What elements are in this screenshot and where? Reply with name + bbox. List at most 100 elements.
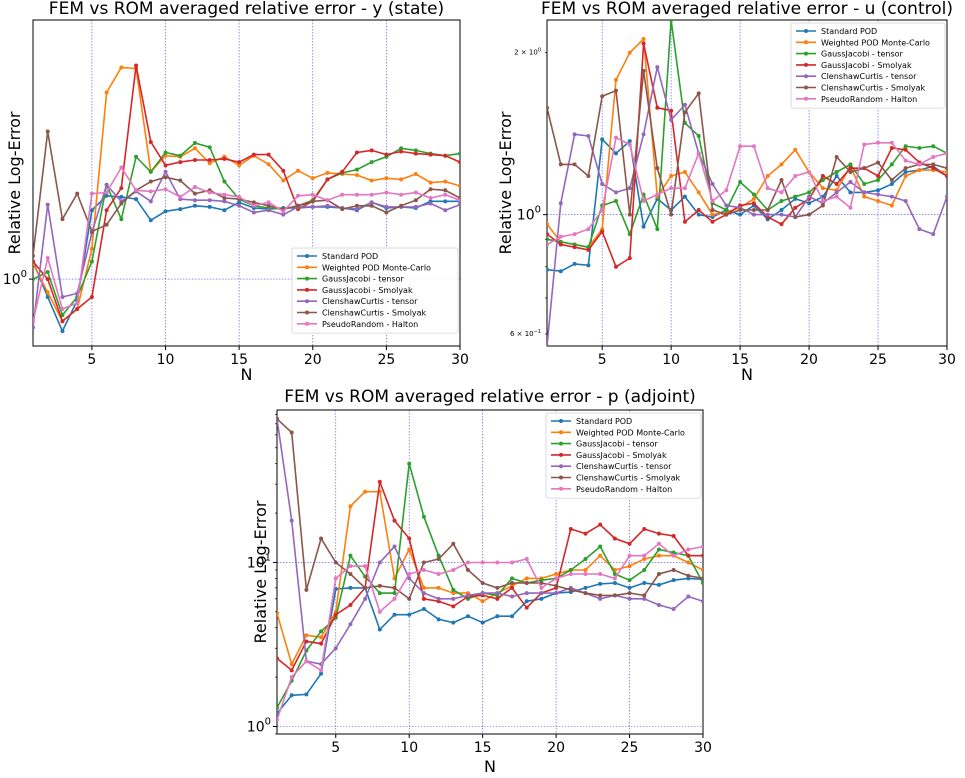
data-point <box>862 182 867 187</box>
data-point <box>751 192 756 197</box>
data-point <box>348 585 353 590</box>
series-line <box>33 165 460 322</box>
chart-state: FEM vs ROM averaged relative error - y (… <box>3 0 469 384</box>
legend-label: GaussJacobi - tensor <box>576 440 659 449</box>
y-tick-label: 101 <box>247 552 271 571</box>
data-point <box>45 270 50 275</box>
chart-title: FEM vs ROM averaged relative error - u (… <box>541 0 953 19</box>
data-point <box>539 585 544 590</box>
data-point <box>428 187 433 192</box>
legend-item: ClenshawCurtis - Smolyak <box>297 309 427 318</box>
data-point <box>119 194 124 199</box>
data-point <box>547 105 549 110</box>
data-point <box>627 50 632 55</box>
data-point <box>539 578 544 583</box>
data-point <box>89 208 94 213</box>
data-point <box>277 705 279 710</box>
data-point <box>917 162 922 167</box>
data-point <box>696 134 701 139</box>
data-point <box>407 461 412 466</box>
data-point <box>451 620 456 625</box>
data-point <box>60 329 65 334</box>
data-point <box>682 110 687 115</box>
data-point <box>119 186 124 191</box>
data-point <box>377 583 382 588</box>
data-point <box>876 199 881 204</box>
chart-title: FEM vs ROM averaged relative error - y (… <box>49 0 444 19</box>
data-point <box>598 581 603 586</box>
data-point <box>45 129 50 134</box>
data-point <box>319 671 324 676</box>
x-tick-label: 20 <box>547 740 565 756</box>
data-point <box>377 591 382 596</box>
data-point <box>207 204 212 209</box>
data-point <box>738 144 743 149</box>
x-tick-label: 15 <box>731 352 749 368</box>
data-point <box>598 572 603 577</box>
data-point <box>89 259 94 264</box>
legend-marker <box>305 265 309 270</box>
data-point <box>945 194 947 199</box>
legend-item: GaussJacobi - Smolyak <box>297 286 413 295</box>
legend-label: GaussJacobi - tensor <box>821 50 904 59</box>
data-point <box>413 190 418 195</box>
data-point <box>848 190 853 195</box>
data-point <box>656 547 661 552</box>
data-point <box>862 142 867 147</box>
data-point <box>237 194 242 199</box>
data-point <box>384 204 389 209</box>
legend-item: Standard POD <box>551 417 632 426</box>
data-point <box>104 208 109 213</box>
data-point <box>583 585 588 590</box>
x-tick-label: 20 <box>304 352 322 368</box>
data-point <box>465 593 470 598</box>
data-point <box>377 627 382 632</box>
data-point <box>612 576 617 581</box>
legend-label: Weighted POD Monte-Carlo <box>821 38 930 47</box>
data-point <box>369 200 374 205</box>
data-point <box>524 556 529 561</box>
data-point <box>319 668 324 673</box>
data-point <box>178 160 183 165</box>
data-point <box>586 227 591 232</box>
data-point <box>655 105 660 110</box>
axes-frame <box>546 19 948 347</box>
data-point <box>384 176 389 181</box>
data-point <box>340 169 345 174</box>
data-point <box>413 198 418 203</box>
data-point <box>834 190 839 195</box>
data-point <box>613 190 618 195</box>
data-point <box>354 203 359 208</box>
data-point <box>807 194 812 199</box>
data-point <box>568 572 573 577</box>
data-point <box>399 149 404 154</box>
data-point <box>104 190 109 195</box>
data-point <box>354 207 359 212</box>
data-point <box>554 576 559 581</box>
data-point <box>834 154 839 159</box>
data-point <box>222 192 227 197</box>
data-point <box>751 196 756 201</box>
data-point <box>319 536 324 541</box>
data-point <box>682 194 687 199</box>
data-point <box>671 578 676 583</box>
data-point <box>583 572 588 577</box>
data-point <box>163 150 168 155</box>
data-point <box>779 162 784 167</box>
data-point <box>45 256 50 261</box>
data-point <box>598 593 603 598</box>
x-axis-label: N <box>484 757 496 776</box>
data-point <box>495 591 500 596</box>
data-point <box>480 580 485 585</box>
data-point <box>237 163 242 168</box>
data-point <box>862 194 867 199</box>
data-point <box>60 217 65 222</box>
legend-label: Weighted POD Monte-Carlo <box>576 428 685 437</box>
data-point <box>407 576 412 581</box>
legend-label: Weighted POD Monte-Carlo <box>322 263 431 272</box>
data-point <box>539 596 544 601</box>
data-point <box>848 205 853 210</box>
data-point <box>237 200 242 205</box>
data-point <box>104 182 109 187</box>
data-point <box>458 183 460 188</box>
